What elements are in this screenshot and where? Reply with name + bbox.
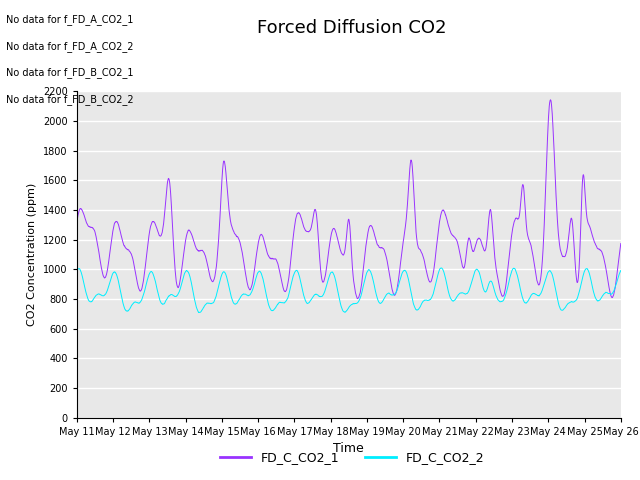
Y-axis label: CO2 Concentration (ppm): CO2 Concentration (ppm) [28, 183, 38, 326]
Text: No data for f_FD_B_CO2_1: No data for f_FD_B_CO2_1 [6, 67, 134, 78]
Text: No data for f_FD_A_CO2_2: No data for f_FD_A_CO2_2 [6, 41, 134, 52]
Text: No data for f_FD_A_CO2_1: No data for f_FD_A_CO2_1 [6, 14, 134, 25]
Line: FD_C_CO2_1: FD_C_CO2_1 [77, 100, 621, 299]
Text: No data for f_FD_B_CO2_2: No data for f_FD_B_CO2_2 [6, 94, 134, 105]
Text: Forced Diffusion CO2: Forced Diffusion CO2 [257, 19, 447, 37]
Legend: FD_C_CO2_1, FD_C_CO2_2: FD_C_CO2_1, FD_C_CO2_2 [214, 446, 490, 469]
Line: FD_C_CO2_2: FD_C_CO2_2 [77, 268, 621, 312]
X-axis label: Time: Time [333, 442, 364, 455]
